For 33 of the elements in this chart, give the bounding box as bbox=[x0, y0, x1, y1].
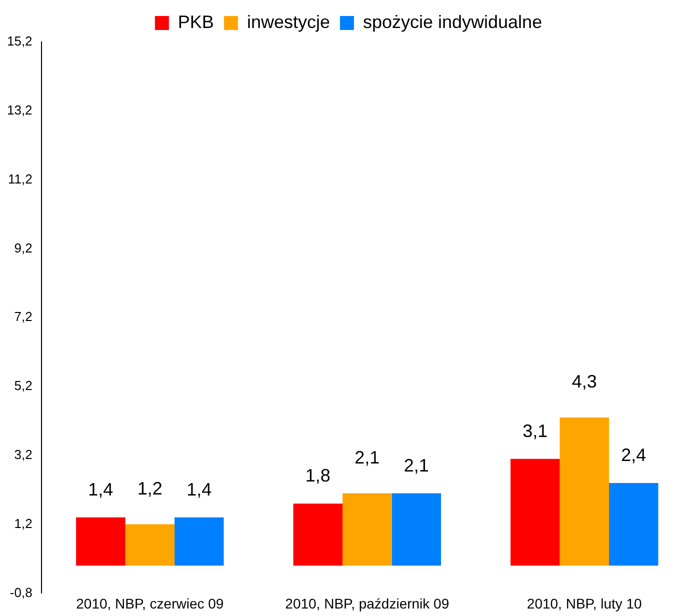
legend-label: spożycie indywidualne bbox=[362, 12, 542, 32]
bar bbox=[76, 517, 126, 566]
y-tick-label: 5,2 bbox=[14, 378, 32, 394]
bar bbox=[609, 482, 658, 566]
bar bbox=[125, 524, 175, 566]
bar bbox=[392, 493, 442, 566]
data-label: 1,4 bbox=[186, 479, 212, 500]
y-tick-label: 1,2 bbox=[14, 516, 32, 531]
data-label: 1,2 bbox=[137, 478, 162, 498]
y-tick-label: 11,2 bbox=[8, 171, 32, 186]
y-tick-label: 3,2 bbox=[14, 446, 32, 462]
y-tick-label: 13,2 bbox=[6, 102, 32, 118]
data-label: 1,8 bbox=[305, 466, 330, 486]
data-label: 4,3 bbox=[572, 371, 597, 392]
data-label: 3,1 bbox=[522, 420, 548, 441]
y-tick-label: -0,8 bbox=[10, 584, 32, 600]
bar bbox=[174, 517, 224, 566]
y-tick-label: 7,2 bbox=[14, 309, 32, 324]
x-tick-label: 2010, NBP, czerwiec 09 bbox=[76, 595, 224, 612]
bar bbox=[560, 418, 610, 566]
x-tick-label: 2010, NBP, październik 09 bbox=[285, 595, 450, 612]
data-label: 2,1 bbox=[404, 455, 429, 476]
data-label: 1,4 bbox=[88, 479, 114, 500]
legend-label: PKB bbox=[178, 12, 214, 32]
y-tick-label: 9,2 bbox=[14, 240, 32, 256]
data-label: 2,1 bbox=[354, 447, 380, 468]
bar bbox=[293, 504, 343, 566]
y-tick-label: 15,2 bbox=[6, 34, 32, 49]
bar bbox=[510, 458, 560, 566]
x-tick-label: 2010, NBP, luty 10 bbox=[526, 595, 642, 612]
data-label: 2,4 bbox=[621, 444, 646, 465]
bar bbox=[342, 493, 392, 566]
legend-label: inwestycje bbox=[246, 12, 330, 32]
